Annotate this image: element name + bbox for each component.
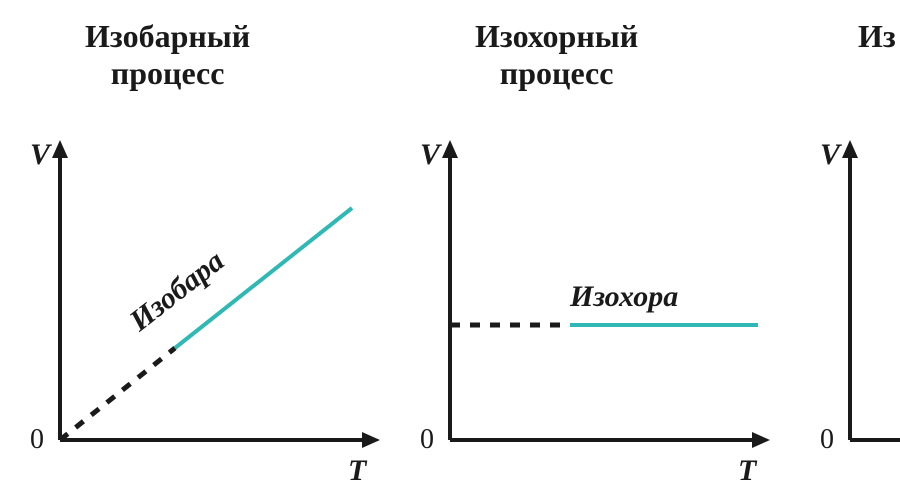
isobaric-axes — [52, 140, 380, 448]
isobaric-extrapolation-dash — [60, 348, 175, 440]
isobaric-title: Изобарный процесс — [85, 18, 250, 92]
isochoric-y-label: V — [420, 138, 440, 172]
third-y-arrowhead — [842, 140, 858, 158]
isochoric-origin-label: 0 — [420, 424, 434, 456]
third-title-partial: Из — [858, 18, 896, 55]
diagram-stage: Изобарный процесс Изохорный процесс Из V… — [0, 0, 900, 500]
isobaric-plot — [20, 140, 380, 480]
isobaric-x-label: T — [348, 454, 366, 488]
isobaric-x-arrowhead — [362, 432, 380, 448]
isochoric-title: Изохорный процесс — [475, 18, 638, 92]
isochoric-x-label: T — [738, 454, 756, 488]
isochoric-x-arrowhead — [752, 432, 770, 448]
isobaric-y-arrowhead — [52, 140, 68, 158]
isobaric-origin-label: 0 — [30, 424, 44, 456]
isobaric-y-label: V — [30, 138, 50, 172]
third-axes — [842, 140, 900, 440]
isochoric-y-arrowhead — [442, 140, 458, 158]
third-y-label: V — [820, 138, 840, 172]
third-origin-label: 0 — [820, 424, 834, 456]
isochoric-curve-label: Изохора — [570, 280, 678, 314]
